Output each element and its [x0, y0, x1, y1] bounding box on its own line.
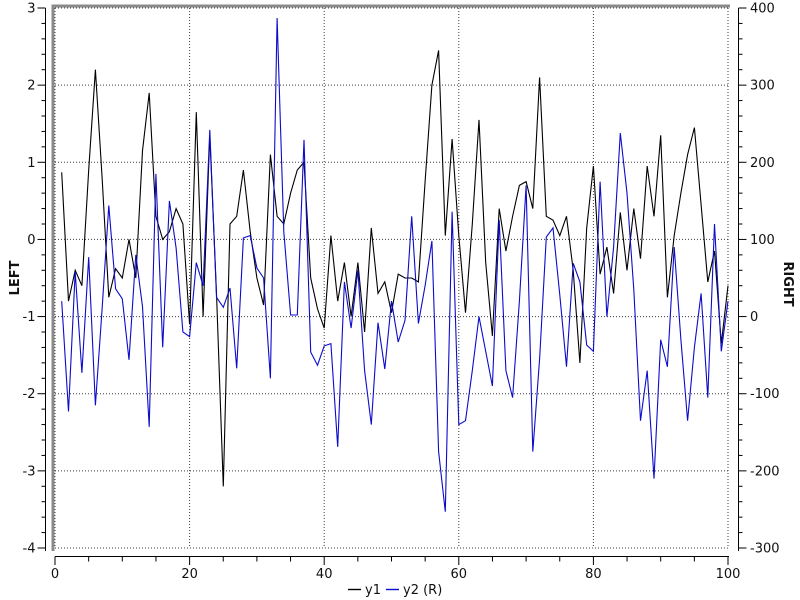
axis-tick-labels: 3 2 1 0 -1 -2 -3 -4 400 300 200 100 0 -100 -200 -300 0 20…	[23, 2, 780, 583]
legend-label-y2: y2 (R)	[403, 583, 442, 598]
right-tick-label: 0	[750, 310, 758, 325]
left-tick-label: 1	[27, 156, 35, 171]
bottom-tick-label: 60	[451, 567, 468, 582]
gridlines	[54, 7, 729, 549]
right-tick-label: -100	[750, 387, 780, 402]
data-series	[61, 17, 729, 512]
bottom-tick-label: 80	[585, 567, 602, 582]
left-tick-label: -1	[23, 310, 36, 325]
right-tick-label: 100	[750, 233, 775, 248]
legend: y1 y2 (R)	[348, 583, 442, 598]
series-line-y1	[61, 50, 729, 487]
bottom-tick-label: 0	[51, 567, 59, 582]
bottom-tick-label: 100	[716, 567, 741, 582]
legend-label-y1: y1	[365, 583, 381, 598]
left-tick-label: -3	[23, 464, 36, 479]
right-tick-label: -300	[750, 542, 780, 557]
left-tick-label: 3	[27, 2, 35, 17]
right-axis-title: RIGHT	[780, 261, 795, 306]
left-tick-label: 0	[27, 233, 35, 248]
series-line-y2R	[61, 17, 729, 512]
left-tick-label: -2	[23, 387, 36, 402]
right-tick-label: 300	[750, 79, 775, 94]
right-tick-label: -200	[750, 464, 780, 479]
left-tick-label: 2	[27, 79, 35, 94]
axis-ticks	[37, 7, 747, 565]
left-axis-title: LEFT	[8, 260, 23, 295]
right-tick-label: 200	[750, 156, 775, 171]
bottom-tick-label: 20	[181, 567, 198, 582]
bottom-tick-label: 40	[316, 567, 333, 582]
right-tick-label: 400	[750, 2, 775, 17]
left-tick-label: -4	[23, 542, 36, 557]
